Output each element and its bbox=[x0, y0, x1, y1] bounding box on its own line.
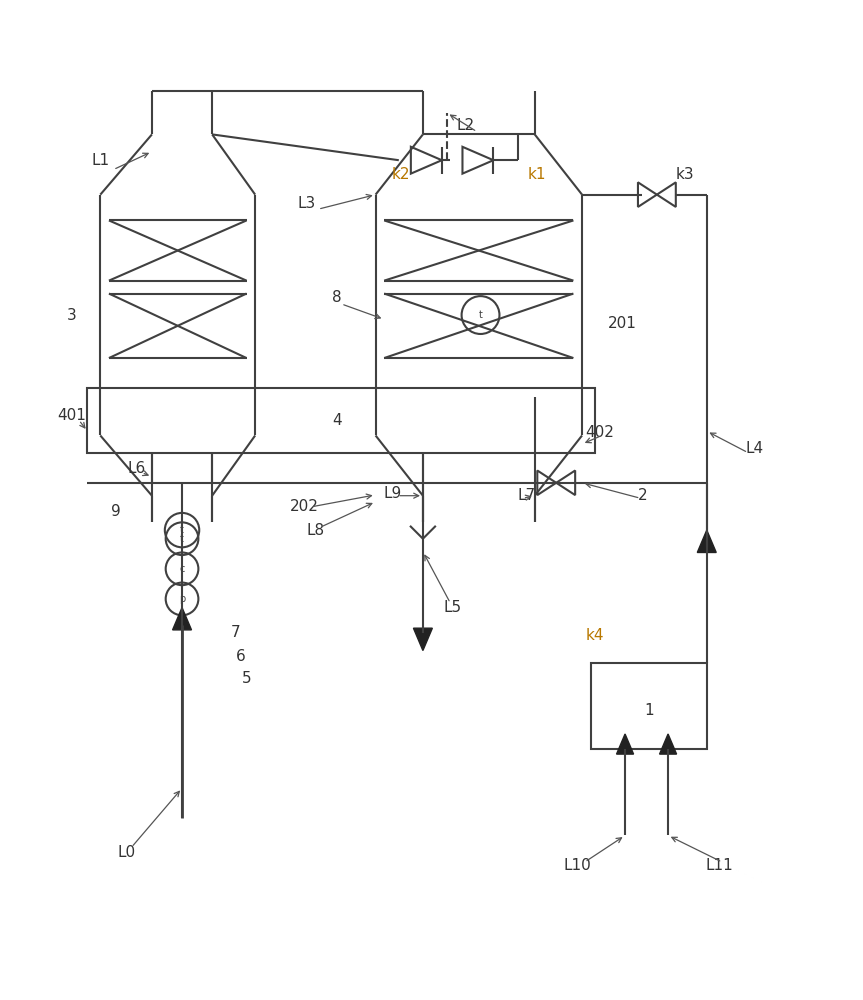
Text: 2: 2 bbox=[638, 488, 647, 503]
Text: k3: k3 bbox=[676, 167, 695, 182]
Text: L2: L2 bbox=[457, 118, 475, 133]
Text: 401: 401 bbox=[58, 408, 86, 423]
Text: L3: L3 bbox=[298, 196, 316, 211]
Text: 8: 8 bbox=[332, 290, 342, 305]
Polygon shape bbox=[413, 628, 432, 651]
Text: 3: 3 bbox=[67, 308, 77, 323]
Text: k4: k4 bbox=[586, 628, 604, 643]
Text: L6: L6 bbox=[128, 461, 146, 476]
Text: 201: 201 bbox=[608, 316, 637, 331]
Text: L4: L4 bbox=[745, 441, 763, 456]
Text: k2: k2 bbox=[391, 167, 410, 182]
Text: L7: L7 bbox=[517, 488, 535, 503]
Text: p: p bbox=[179, 594, 186, 604]
Text: 4: 4 bbox=[332, 413, 342, 428]
Text: L8: L8 bbox=[306, 523, 324, 538]
Text: t: t bbox=[479, 310, 482, 320]
Text: t: t bbox=[180, 525, 184, 535]
Text: c: c bbox=[180, 564, 185, 574]
Polygon shape bbox=[697, 530, 716, 552]
Text: L10: L10 bbox=[564, 858, 592, 873]
Text: k1: k1 bbox=[528, 167, 546, 182]
Text: L11: L11 bbox=[706, 858, 734, 873]
Polygon shape bbox=[173, 608, 192, 630]
Text: L1: L1 bbox=[91, 153, 110, 168]
Text: 6: 6 bbox=[236, 649, 245, 664]
Text: 1: 1 bbox=[645, 703, 654, 718]
Text: t: t bbox=[180, 534, 184, 544]
Text: 202: 202 bbox=[290, 499, 318, 514]
Bar bbox=[87, 388, 595, 453]
Polygon shape bbox=[659, 734, 677, 754]
Text: 5: 5 bbox=[242, 671, 251, 686]
Text: 9: 9 bbox=[111, 504, 121, 519]
Text: L5: L5 bbox=[444, 600, 462, 615]
Bar bbox=[590, 663, 707, 749]
Text: L0: L0 bbox=[117, 845, 135, 860]
Text: 402: 402 bbox=[585, 425, 614, 440]
Text: L9: L9 bbox=[384, 486, 402, 501]
Text: 7: 7 bbox=[230, 625, 240, 640]
Polygon shape bbox=[616, 734, 633, 754]
